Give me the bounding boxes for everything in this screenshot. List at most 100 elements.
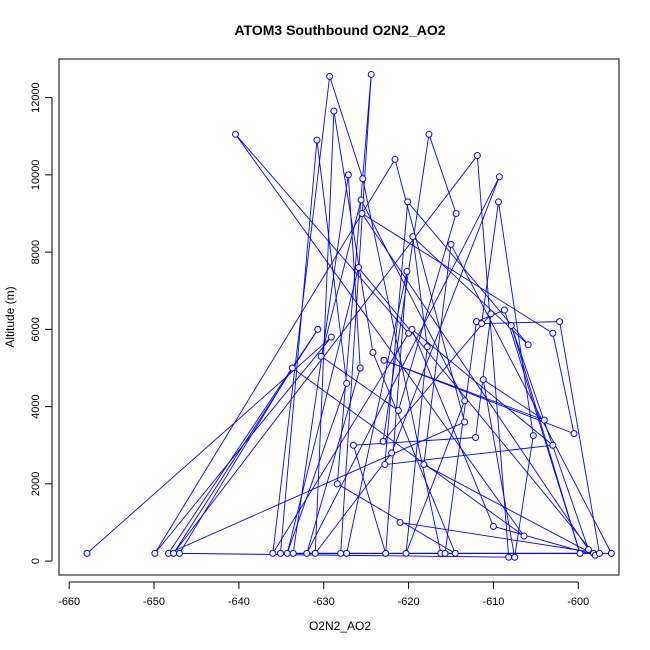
data-point <box>326 72 334 80</box>
series-segment <box>400 522 600 554</box>
series-segment <box>391 176 500 454</box>
x-axis: -660 -650 -640 -630 -620 -610 -600 <box>58 581 589 608</box>
data-point <box>289 549 297 557</box>
data-point <box>472 434 480 441</box>
data-point <box>420 461 428 469</box>
series-segment <box>306 176 500 554</box>
series-segment <box>559 321 600 554</box>
series-segment <box>361 213 589 550</box>
data-point <box>461 418 469 426</box>
series-segment <box>235 134 525 537</box>
series-segment <box>316 140 348 384</box>
series-segment <box>428 134 457 214</box>
data-point <box>495 198 503 206</box>
series-segment <box>405 346 428 554</box>
data-point <box>584 546 592 554</box>
series-segment <box>361 213 554 334</box>
series-segment <box>412 236 428 347</box>
series-segment <box>292 174 349 554</box>
data-point <box>317 352 325 360</box>
y-tick-label: 6000 <box>30 317 42 341</box>
data-point <box>382 549 390 557</box>
data-point <box>556 318 564 326</box>
data-point <box>379 437 387 445</box>
series-segment <box>382 313 492 442</box>
data-point <box>367 70 375 78</box>
data-point <box>507 322 515 329</box>
data-point <box>314 325 322 333</box>
y-axis: 0 2000 4000 6000 8000 10000 12000 <box>30 82 53 564</box>
series-segment <box>314 452 392 554</box>
series-segment <box>358 267 594 554</box>
series-segment <box>362 178 442 554</box>
series-segment <box>383 359 545 421</box>
plot-frame <box>58 58 620 576</box>
data-point <box>409 233 417 241</box>
series-segment <box>405 400 466 554</box>
series-segment <box>384 201 409 465</box>
series-segment <box>423 464 596 556</box>
y-tick-label: 8000 <box>30 240 42 264</box>
data-point <box>404 198 412 206</box>
data-point <box>487 310 495 318</box>
series-segment <box>346 271 408 554</box>
series-segment <box>552 333 575 434</box>
series-points <box>83 70 615 561</box>
data-point <box>549 329 557 337</box>
data-point <box>479 376 487 384</box>
series-segment <box>286 383 348 554</box>
series-segment <box>286 267 359 554</box>
data-point <box>451 549 459 557</box>
x-tick-label: -640 <box>228 596 250 608</box>
data-point <box>344 171 352 179</box>
x-tick-label: -630 <box>313 596 335 608</box>
series-segment <box>337 483 456 554</box>
series-segment <box>411 329 494 527</box>
y-axis-label: Altitude (m) <box>3 286 17 347</box>
data-point <box>330 107 338 115</box>
x-tick-label: -650 <box>143 596 165 608</box>
series-segment <box>514 435 534 558</box>
data-point <box>170 549 178 557</box>
series-segment <box>475 313 492 438</box>
x-tick-label: -610 <box>482 596 504 608</box>
data-point <box>500 306 508 314</box>
data-point <box>396 518 404 526</box>
series-segment <box>280 140 318 554</box>
series-lines <box>86 74 612 558</box>
y-tick-label: 2000 <box>30 472 42 496</box>
data-point <box>337 549 345 557</box>
series-segment <box>306 367 361 554</box>
data-point <box>357 196 365 204</box>
series-segment <box>444 321 477 554</box>
data-point <box>313 136 321 144</box>
data-point <box>356 364 364 372</box>
data-point <box>394 406 402 414</box>
series-segment <box>423 244 452 465</box>
y-tick-label: 4000 <box>30 394 42 418</box>
series-segment <box>314 111 335 554</box>
data-point <box>276 549 284 557</box>
series-segment <box>173 155 478 554</box>
data-point <box>505 553 513 561</box>
data-point <box>461 397 469 405</box>
data-point <box>549 441 557 449</box>
series-segment <box>347 174 361 369</box>
series-segment <box>333 111 374 353</box>
series-segment <box>384 444 553 465</box>
series-segment <box>320 356 399 411</box>
y-tick-label: 12000 <box>30 82 42 113</box>
y-tick-label: 0 <box>30 558 42 564</box>
data-point <box>327 333 335 341</box>
data-point <box>388 449 396 457</box>
data-point <box>441 549 449 557</box>
data-point <box>452 209 460 217</box>
data-point <box>333 480 341 488</box>
data-point <box>359 175 367 183</box>
series-segment <box>336 74 372 484</box>
data-point <box>380 356 388 364</box>
series-segment <box>320 199 362 357</box>
series-segment <box>340 74 372 554</box>
data-point <box>529 432 537 440</box>
series-segment <box>411 329 554 446</box>
